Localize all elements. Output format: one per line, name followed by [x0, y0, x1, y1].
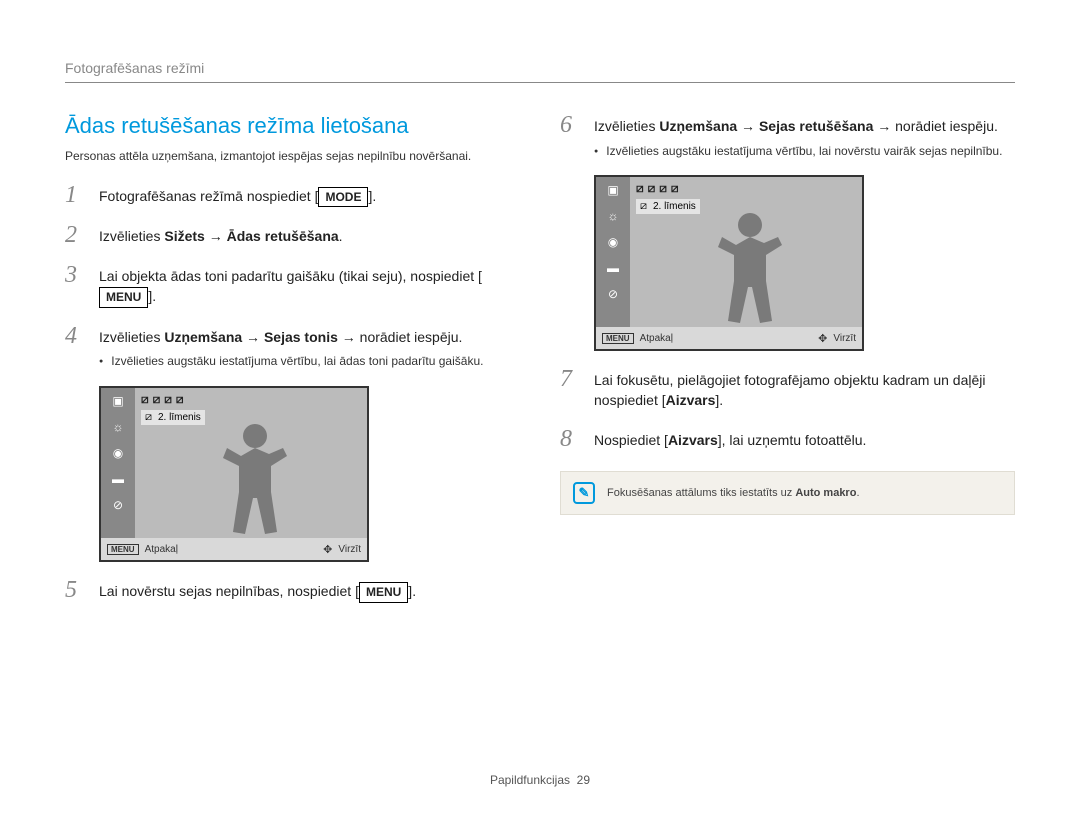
move-label: Virzīt	[338, 544, 361, 555]
step-body: Izvēlieties Uzņemšana → Sejas tonis → no…	[99, 324, 520, 370]
step-body: Nospiediet [Aizvars], lai uzņemtu fotoat…	[594, 427, 1015, 451]
lcd-top: ▣ ☼ ◉ ▬ ⊘ ⧄ ⧄ ⧄ ⧄	[596, 177, 862, 327]
focus-icon: ◉	[106, 444, 130, 462]
level-mark-icon: ⧄	[640, 200, 647, 213]
content-columns: Ādas retušēšanas režīma lietošana Person…	[65, 113, 1015, 619]
step-number: 3	[65, 263, 85, 287]
level-icon: ⧄	[671, 181, 679, 196]
voice-off-icon: ⊘	[601, 285, 625, 303]
menu-tag: MENU	[602, 333, 634, 344]
step-body: Izvēlieties Sižets → Ādas retušēšana.	[99, 223, 520, 247]
info-icon: ✎	[573, 482, 595, 504]
person-silhouette-icon	[710, 207, 790, 327]
step-6: 6 Izvēlieties Uzņemšana → Sejas retušēša…	[560, 113, 1015, 159]
mode-icon: ▣	[601, 181, 625, 199]
level-icon: ⧄	[659, 181, 667, 196]
level-icons: ⧄ ⧄ ⧄ ⧄	[141, 392, 184, 407]
intro-text: Personas attēla uzņemšana, izmantojot ie…	[65, 149, 520, 165]
note-text: Fokusēšanas attālums tiks iestatīts uz A…	[607, 487, 860, 499]
step-number: 6	[560, 113, 580, 137]
level-selector: ⧄ ⧄ ⧄ ⧄	[141, 392, 361, 407]
footer-section: Papildfunkcijas	[490, 773, 570, 787]
section-title: Ādas retušēšanas režīma lietošana	[65, 113, 520, 139]
step-body: Lai objekta ādas toni padarītu gaišāku (…	[99, 263, 520, 307]
exposure-icon: ☼	[106, 418, 130, 436]
mode-button-ref: MODE	[318, 187, 368, 208]
step-number: 2	[65, 223, 85, 247]
step-body: Izvēlieties Uzņemšana → Sejas retušēšana…	[594, 113, 1015, 159]
step-3: 3 Lai objekta ādas toni padarītu gaišāku…	[65, 263, 520, 307]
menu-button-ref: MENU	[99, 287, 148, 308]
menu-tag: MENU	[107, 544, 139, 555]
nav-icon: ✥	[818, 332, 827, 345]
bullet: Izvēlieties augstāku iestatījuma vērtību…	[594, 143, 1015, 160]
lcd-preview: ⧄ ⧄ ⧄ ⧄ ⧄ 2. līmenis	[630, 177, 862, 327]
right-column: 6 Izvēlieties Uzņemšana → Sejas retušēša…	[560, 113, 1015, 619]
voice-off-icon: ⊘	[106, 496, 130, 514]
step-8: 8 Nospiediet [Aizvars], lai uzņemtu foto…	[560, 427, 1015, 451]
level-icon: ⧄	[648, 181, 656, 196]
level-icons: ⧄ ⧄ ⧄ ⧄	[636, 181, 679, 196]
breadcrumb: Fotografēšanas režīmi	[65, 60, 1015, 83]
lcd-sidebar: ▣ ☼ ◉ ▬ ⊘	[101, 388, 135, 538]
lcd-screenshot-1: ▣ ☼ ◉ ▬ ⊘ ⧄ ⧄ ⧄ ⧄	[99, 386, 369, 562]
lcd-screenshot-2: ▣ ☼ ◉ ▬ ⊘ ⧄ ⧄ ⧄ ⧄	[594, 175, 864, 351]
step-text: Fotografēšanas režīmā nospiediet	[99, 188, 315, 204]
step-2: 2 Izvēlieties Sižets → Ādas retušēšana.	[65, 223, 520, 247]
step-7: 7 Lai fokusētu, pielāgojiet fotografējam…	[560, 367, 1015, 410]
mode-icon: ▣	[106, 392, 130, 410]
note-box: ✎ Fokusēšanas attālums tiks iestatīts uz…	[560, 471, 1015, 515]
lcd-top: ▣ ☼ ◉ ▬ ⊘ ⧄ ⧄ ⧄ ⧄	[101, 388, 367, 538]
page-number: 29	[577, 773, 590, 787]
step-number: 7	[560, 367, 580, 391]
step-number: 4	[65, 324, 85, 348]
level-icon: ⧄	[176, 392, 184, 407]
level-icon: ⧄	[141, 392, 149, 407]
level-indicator: ⧄ 2. līmenis	[636, 199, 700, 214]
nav-icon: ✥	[323, 543, 332, 556]
level-indicator: ⧄ 2. līmenis	[141, 410, 205, 425]
step-5: 5 Lai novērstu sejas nepilnības, nospied…	[65, 578, 520, 603]
manual-page: Fotografēšanas režīmi Ādas retušēšanas r…	[0, 0, 1080, 659]
step-1: 1 Fotografēšanas režīmā nospiediet [MODE…	[65, 183, 520, 208]
step-number: 5	[65, 578, 85, 602]
back-label: Atpakaļ	[640, 333, 673, 344]
level-icon: ⧄	[153, 392, 161, 407]
level-icon: ⧄	[636, 181, 644, 196]
landscape-icon: ▬	[106, 470, 130, 488]
step-4: 4 Izvēlieties Uzņemšana → Sejas tonis → …	[65, 324, 520, 370]
step-body: Fotografēšanas režīmā nospiediet [MODE].	[99, 183, 520, 208]
page-footer: Papildfunkcijas 29	[0, 773, 1080, 787]
level-label: 2. līmenis	[653, 201, 696, 212]
left-column: Ādas retušēšanas režīma lietošana Person…	[65, 113, 520, 619]
landscape-icon: ▬	[601, 259, 625, 277]
bullet: Izvēlieties augstāku iestatījuma vērtību…	[99, 353, 520, 370]
level-label: 2. līmenis	[158, 412, 201, 423]
step-number: 1	[65, 183, 85, 207]
exposure-icon: ☼	[601, 207, 625, 225]
level-icon: ⧄	[164, 392, 172, 407]
step-body: Lai novērstu sejas nepilnības, nospiedie…	[99, 578, 520, 603]
level-mark-icon: ⧄	[145, 411, 152, 424]
back-label: Atpakaļ	[145, 544, 178, 555]
lcd-bottom-bar: MENU Atpakaļ ✥ Virzīt	[101, 538, 367, 560]
menu-button-ref: MENU	[359, 582, 408, 603]
step-body: Lai fokusētu, pielāgojiet fotografējamo …	[594, 367, 1015, 410]
lcd-bottom-bar: MENU Atpakaļ ✥ Virzīt	[596, 327, 862, 349]
person-silhouette-icon	[215, 418, 295, 538]
lcd-sidebar: ▣ ☼ ◉ ▬ ⊘	[596, 177, 630, 327]
focus-icon: ◉	[601, 233, 625, 251]
level-selector: ⧄ ⧄ ⧄ ⧄	[636, 181, 856, 196]
lcd-preview: ⧄ ⧄ ⧄ ⧄ ⧄ 2. līmenis	[135, 388, 367, 538]
move-label: Virzīt	[833, 333, 856, 344]
step-number: 8	[560, 427, 580, 451]
